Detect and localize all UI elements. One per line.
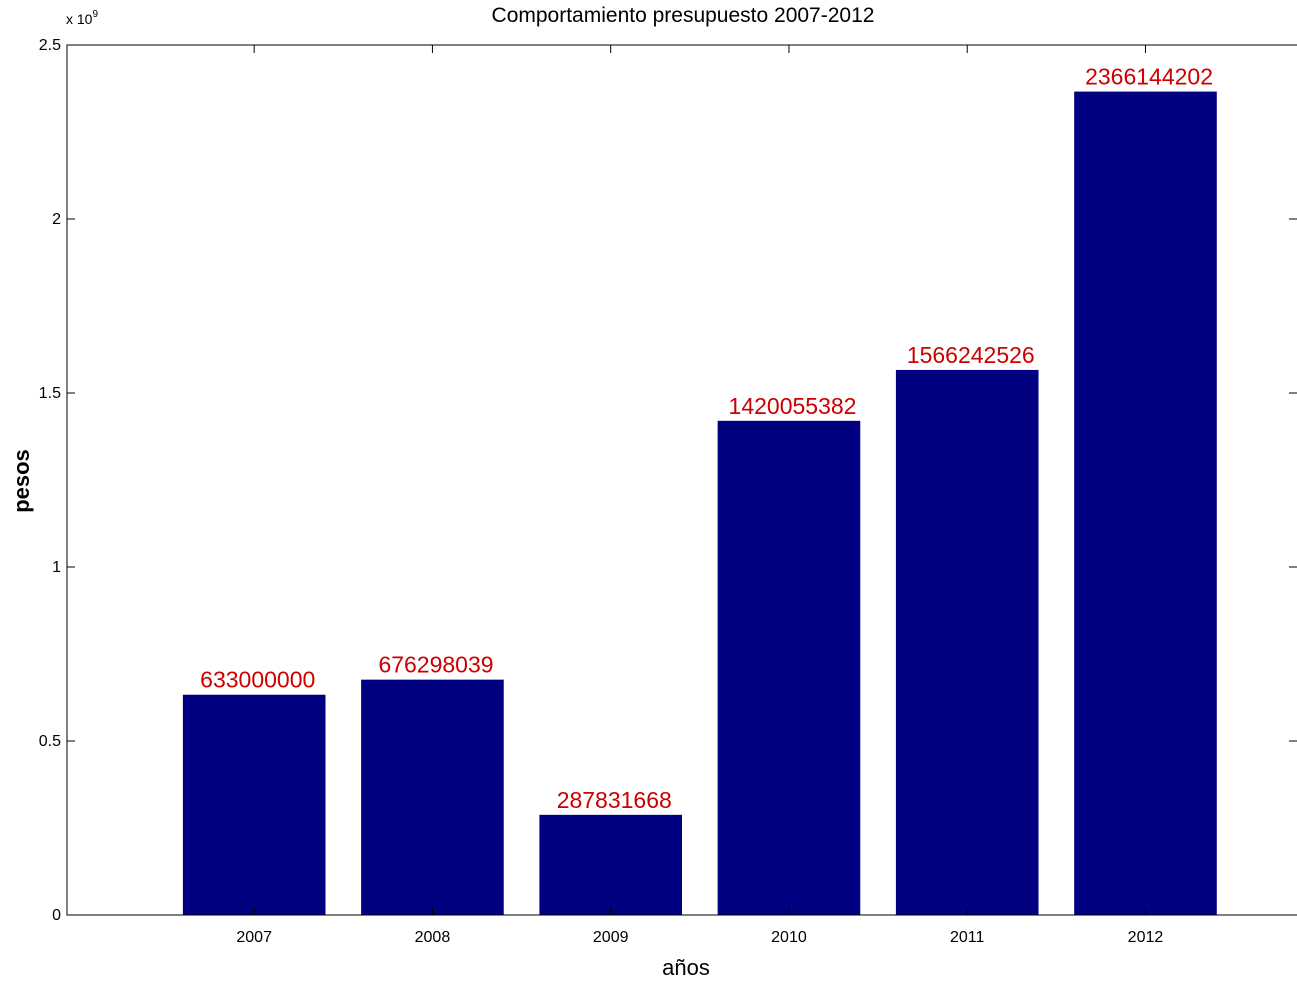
data-label-2007: 633000000	[200, 667, 315, 693]
x-tick-label-2007: 2007	[236, 929, 272, 946]
bar-2011	[895, 369, 1039, 915]
y-tick-label: 0	[52, 907, 61, 924]
y-axis-exponent-power: 9	[92, 9, 98, 20]
data-label-2010: 1420055382	[729, 393, 857, 419]
data-label-2009: 287831668	[557, 787, 672, 813]
y-tick-label: 1.5	[39, 385, 61, 402]
axes: 0 0.5 1 1.5 2 2.5 2007 2008 2009 2010 2011 2012	[39, 37, 1297, 946]
bar-2009	[539, 814, 682, 915]
data-label-2011: 1566242526	[907, 342, 1035, 368]
chart-title: Comportamiento presupuesto 2007-2012	[492, 4, 875, 27]
bar-2007	[182, 694, 326, 915]
data-label-2012: 2366144202	[1085, 64, 1213, 90]
data-labels: 633000000 676298039 287831668 1420055382 156…	[200, 64, 1213, 813]
x-tick-label-2009: 2009	[593, 929, 629, 946]
data-label-2008: 676298039	[378, 652, 493, 678]
x-tick-label-2008: 2008	[415, 929, 451, 946]
x-tick-label-2010: 2010	[771, 929, 807, 946]
y-axis-label: pesos	[9, 449, 34, 513]
y-tick-label: 2	[52, 211, 61, 228]
y-tick-label: 2.5	[39, 37, 61, 54]
y-axis-exponent-base: x 10	[66, 11, 93, 27]
x-tick-label-2011: 2011	[950, 929, 985, 946]
x-tick-label-2012: 2012	[1128, 929, 1164, 946]
bar-2008	[361, 679, 504, 915]
x-axis-label: años	[662, 955, 710, 980]
bar-2012	[1074, 91, 1217, 916]
y-tick-label: 0.5	[39, 733, 61, 750]
y-axis-exponent: x 109	[66, 9, 98, 27]
bar-2010	[717, 420, 861, 915]
y-tick-label: 1	[52, 559, 61, 576]
bars	[182, 91, 1217, 916]
axes-box	[66, 44, 1297, 916]
